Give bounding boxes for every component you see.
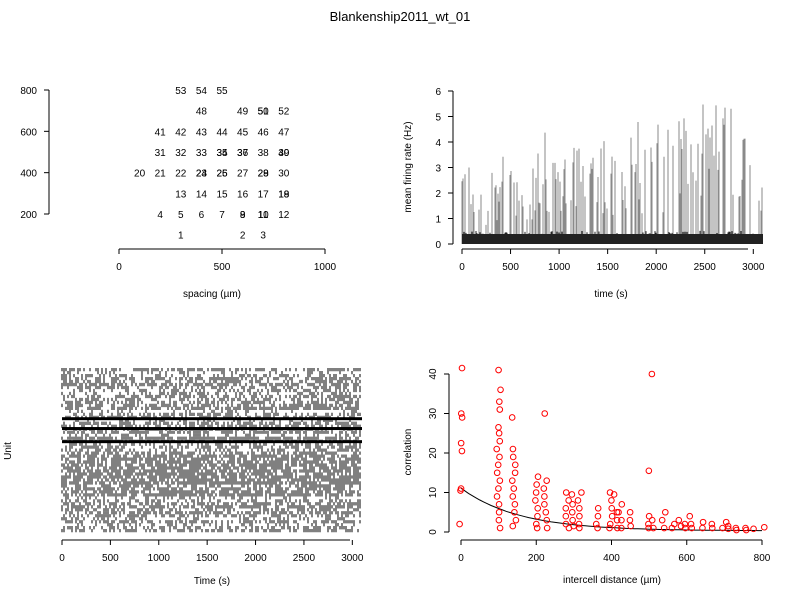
unit-label: 30 [278, 169, 290, 180]
unit-label: 32 [175, 148, 187, 159]
unit-label: 15 [216, 189, 228, 200]
unit-label: 49 [237, 107, 249, 118]
y-tick-label: 400 [20, 169, 37, 180]
unit-label: 40 [278, 148, 290, 159]
unit-label: 9 [240, 210, 246, 221]
unit-label: 44 [216, 127, 228, 138]
unit-label: 22 [175, 169, 187, 180]
unit-label: 25 [216, 169, 228, 180]
x-tick-label: 0 [459, 262, 465, 273]
unit-label: 50 [258, 107, 270, 118]
raster-area [61, 368, 362, 533]
unit-label: 17 [258, 189, 270, 200]
unit-label: 33 [196, 148, 208, 159]
unit-label: 45 [237, 127, 249, 138]
unit-label: 54 [196, 86, 208, 97]
x-ticks: 0 500 1000 1500 2000 2500 3000 [59, 540, 364, 564]
unit-label: 5 [178, 210, 184, 221]
unit-label: 35 [216, 148, 228, 159]
y-tick-label: 5 [435, 113, 441, 124]
unit-label: 51 [258, 107, 270, 118]
x-tick-label: 1000 [314, 262, 337, 273]
unit-label: 21 [155, 169, 167, 180]
firing-rate-trace [461, 104, 763, 244]
y-tick-label: 800 [20, 86, 37, 97]
unit-label: 13 [175, 189, 187, 200]
unit-label: 53 [175, 86, 187, 97]
unit-label: 7 [219, 210, 225, 221]
page-title: Blankenship2011_wt_01 [329, 9, 471, 24]
active-unit-row [62, 440, 362, 444]
unit-label: 14 [196, 189, 208, 200]
y-ticks: 0 1 2 3 4 5 6 [435, 87, 453, 251]
unit-label: 37 [237, 148, 249, 159]
unit-label: 6 [199, 210, 205, 221]
unit-label: 39 [278, 148, 290, 159]
unit-label: 27 [237, 169, 249, 180]
x-tick-label: 500 [214, 262, 231, 273]
y-ticks: 200 400 600 800 [20, 86, 49, 221]
unit-label: 41 [155, 127, 167, 138]
unit-label: 20 [134, 169, 146, 180]
unit-label: 3 [260, 231, 266, 242]
x-tick-label: 0 [116, 262, 122, 273]
y-tick-label: 4 [435, 138, 441, 149]
unit-label: 47 [278, 127, 290, 138]
x-tick-label: 1000 [548, 262, 571, 273]
x-axis-label: spacing (µm) [183, 289, 241, 300]
x-axis-label: time (s) [594, 289, 627, 300]
x-tick-label: 500 [502, 262, 519, 273]
unit-label: 29 [258, 169, 270, 180]
y-tick-label: 3 [435, 164, 441, 175]
unit-label: 23 [196, 169, 208, 180]
y-tick-label: 1 [435, 215, 441, 226]
unit-label: 36 [237, 148, 249, 159]
unit-label: 43 [196, 127, 208, 138]
y-tick-label: 200 [20, 210, 37, 221]
rate-baseline-band [462, 234, 763, 244]
active-unit-row [62, 427, 362, 431]
spike-raster-panel: 0 500 1000 1500 2000 2500 3000 Time (s) Unit [3, 368, 364, 587]
unit-label: 4 [157, 210, 163, 221]
unit-label: 2 [240, 231, 246, 242]
unit-label: 31 [155, 148, 167, 159]
unit-label: 34 [216, 148, 228, 159]
unit-label: 1 [178, 231, 184, 242]
unit-label: 55 [216, 86, 228, 97]
y-tick-label: 2 [435, 189, 441, 200]
unit-label: 19 [278, 189, 290, 200]
x-tick-label: 2000 [645, 262, 668, 273]
y-tick-label: 600 [20, 127, 37, 138]
x-tick-label: 1500 [597, 262, 620, 273]
active-unit-row [62, 417, 362, 421]
unit-label: 38 [258, 148, 270, 159]
unit-label: 11 [258, 210, 269, 221]
unit-label: 46 [258, 127, 270, 138]
y-tick-label: 6 [435, 87, 441, 98]
unit-label: 52 [278, 107, 290, 118]
unit-label: 12 [278, 210, 290, 221]
unit-label: 24 [196, 169, 208, 180]
unit-label: 18 [278, 189, 290, 200]
firing-rate-panel: 0 500 1000 1500 2000 2500 3000 0 1 2 3 4 5 6 time (s… [403, 87, 765, 300]
x-ticks: 0 500 1000 1500 2000 2500 3000 [459, 249, 765, 273]
x-tick-label: 2500 [694, 262, 717, 273]
x-tick-label: 3000 [742, 262, 765, 273]
unit-label: 10 [258, 210, 270, 221]
unit-label: 8 [240, 210, 246, 221]
y-tick-label: 0 [435, 240, 441, 251]
unit-label: 42 [175, 127, 187, 138]
unit-label: 16 [237, 189, 249, 200]
unit-label: 28 [258, 169, 270, 180]
unit-label: 26 [216, 169, 228, 180]
y-axis-label: mean firing rate (Hz) [403, 121, 414, 212]
x-ticks: 0 500 1000 [116, 249, 337, 273]
unit-label: 48 [196, 107, 208, 118]
